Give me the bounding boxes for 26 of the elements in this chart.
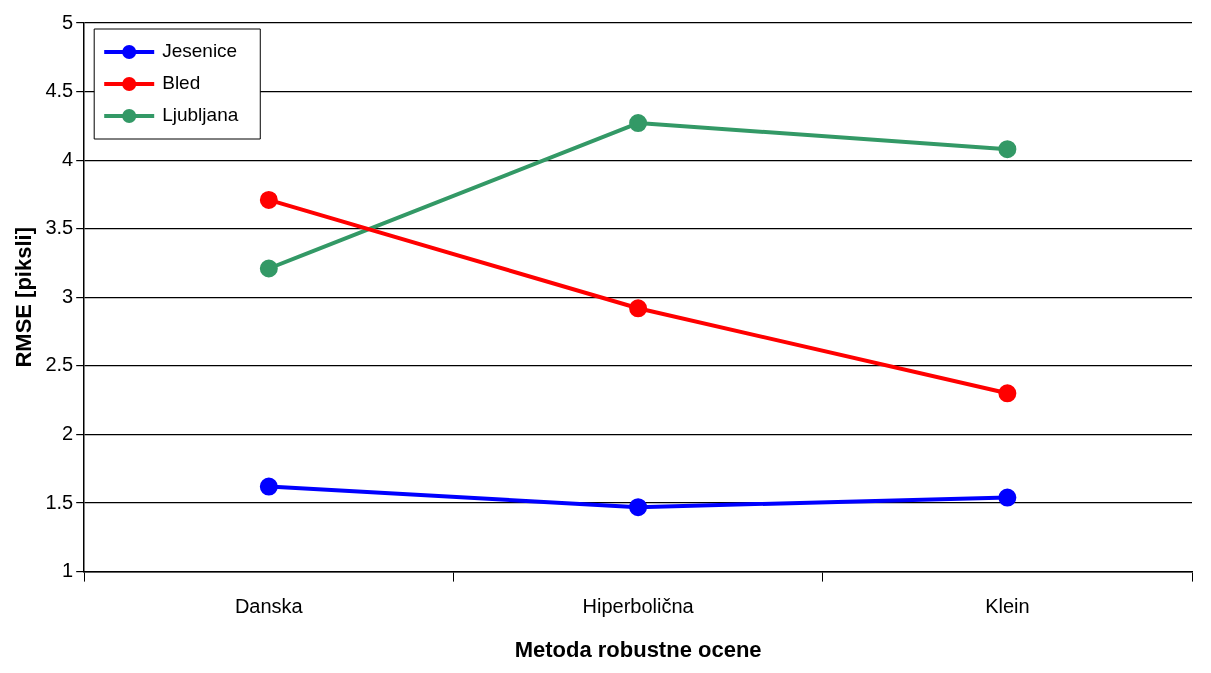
point bbox=[629, 114, 648, 133]
point bbox=[998, 384, 1017, 403]
point bbox=[629, 498, 648, 517]
y-tick-label: 4.5 bbox=[45, 79, 74, 102]
y-tick-label: 2 bbox=[62, 421, 74, 444]
point bbox=[259, 259, 278, 278]
y-tick-label: 5 bbox=[62, 10, 74, 33]
y-axis-title: RMSE [piksli] bbox=[11, 227, 37, 368]
point bbox=[998, 140, 1017, 159]
x-tick-label: Danska bbox=[234, 595, 304, 618]
x-tick-label: Hiperbolična bbox=[582, 595, 695, 618]
point bbox=[259, 477, 278, 496]
y-tick-label: 4 bbox=[62, 147, 74, 170]
x-axis-title: Metoda robustne ocene bbox=[514, 636, 762, 662]
x-tick-label: Klein bbox=[985, 595, 1030, 618]
legend-label: Ljubljana bbox=[162, 104, 239, 126]
y-tick-label: 3.5 bbox=[45, 216, 74, 239]
point bbox=[629, 299, 648, 318]
y-tick-label: 1 bbox=[62, 559, 74, 582]
point bbox=[259, 190, 278, 209]
y-tick-label: 3 bbox=[62, 284, 74, 307]
y-tick-label: 2.5 bbox=[45, 353, 74, 376]
y-tick-label: 1.5 bbox=[45, 490, 74, 513]
legend-label: Bled bbox=[162, 72, 201, 94]
legend-label: Jesenice bbox=[162, 40, 238, 62]
point bbox=[998, 488, 1017, 507]
